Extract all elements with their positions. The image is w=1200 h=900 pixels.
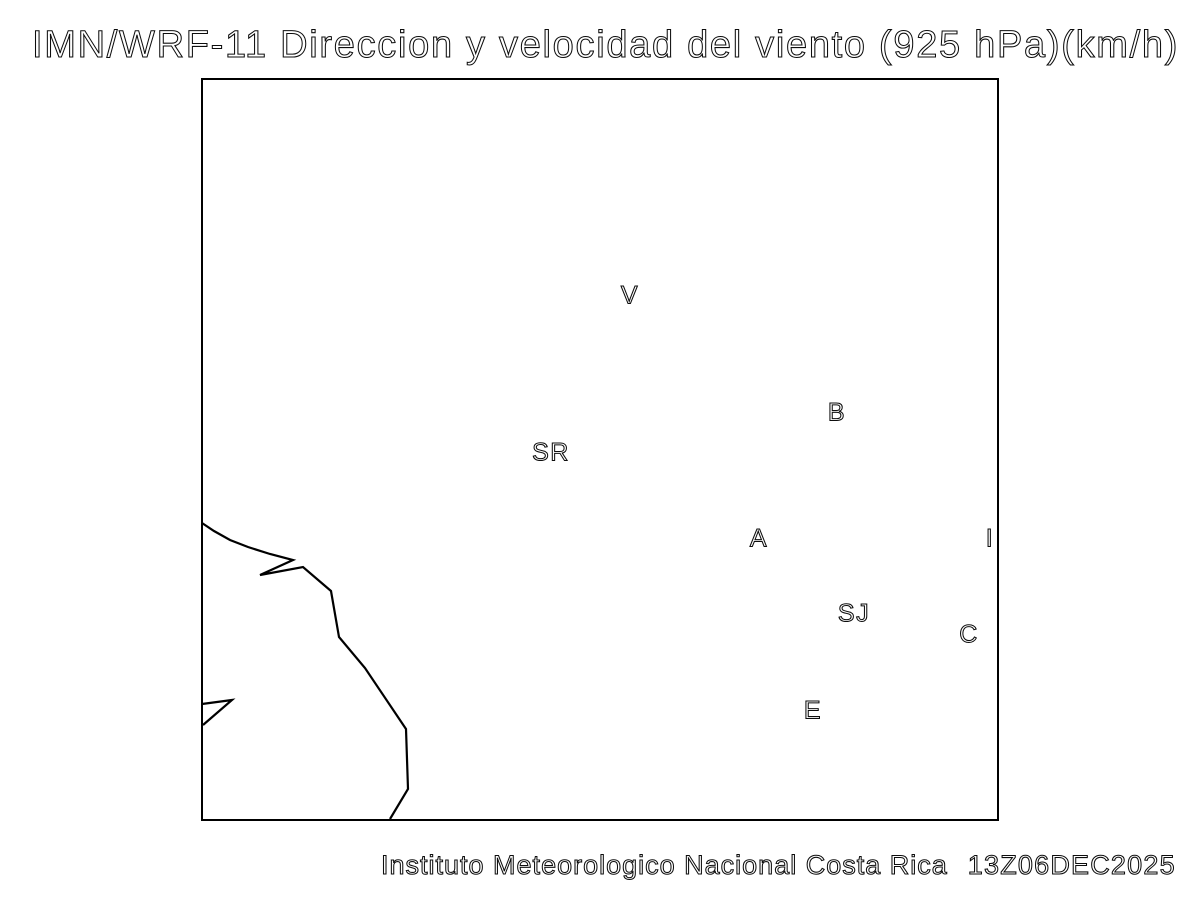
- footer-timestamp: 13Z06DEC2025: [967, 850, 1176, 880]
- station-label-b: B: [827, 398, 847, 427]
- footer: Instituto Meteorologico Nacional Costa R…: [380, 850, 1176, 880]
- station-label-i: I: [985, 524, 995, 553]
- station-label-sj: SJ: [837, 599, 871, 628]
- station-label-e: E: [803, 696, 823, 725]
- footer-credit: Instituto Meteorologico Nacional Costa R…: [380, 850, 948, 880]
- station-label-c: C: [959, 620, 979, 649]
- station-label-a: A: [749, 524, 769, 553]
- station-label-sr: SR: [532, 438, 570, 467]
- station-label-v: V: [620, 281, 640, 310]
- chart-title: IMN/WRF-11 Direccion y velocidad del vie…: [31, 24, 1180, 66]
